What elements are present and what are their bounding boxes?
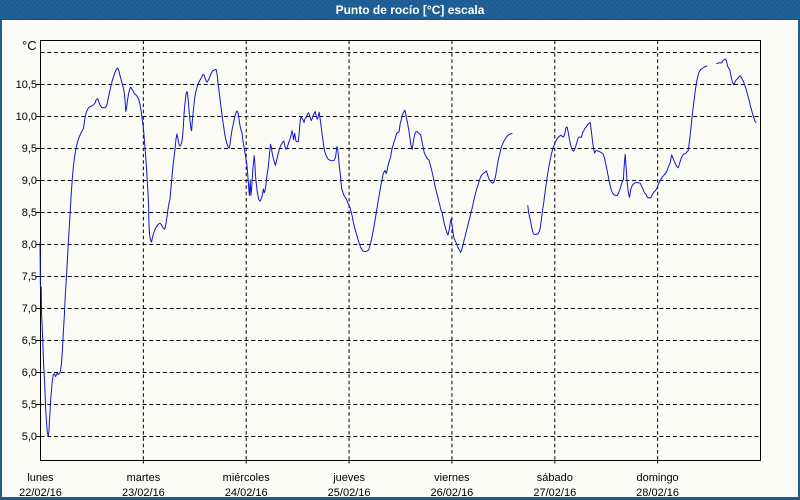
svg-text:25/02/16: 25/02/16 (328, 487, 371, 499)
svg-text:23/02/16: 23/02/16 (122, 487, 165, 499)
svg-text:7,5: 7,5 (22, 271, 37, 283)
svg-text:6,0: 6,0 (22, 367, 37, 379)
svg-text:10,0: 10,0 (16, 111, 37, 123)
svg-text:5,5: 5,5 (22, 399, 37, 411)
svg-text:9,0: 9,0 (22, 175, 37, 187)
svg-text:26/02/16: 26/02/16 (430, 487, 473, 499)
svg-text:27/02/16: 27/02/16 (533, 487, 576, 499)
svg-text:24/02/16: 24/02/16 (225, 487, 268, 499)
svg-text:22/02/16: 22/02/16 (19, 487, 62, 499)
svg-text:domingo: domingo (636, 472, 678, 484)
svg-text:10,5: 10,5 (16, 79, 37, 91)
svg-text:viernes: viernes (434, 472, 470, 484)
svg-text:martes: martes (127, 472, 161, 484)
svg-text:jueves: jueves (332, 472, 365, 484)
svg-text:7,0: 7,0 (22, 303, 37, 315)
svg-text:sábado: sábado (537, 472, 573, 484)
svg-text:8,0: 8,0 (22, 239, 37, 251)
svg-text:miércoles: miércoles (223, 472, 271, 484)
svg-text:8,5: 8,5 (22, 207, 37, 219)
svg-text:5,0: 5,0 (22, 431, 37, 443)
svg-text:28/02/16: 28/02/16 (636, 487, 679, 499)
svg-text:°C: °C (22, 38, 37, 53)
svg-text:9,5: 9,5 (22, 143, 37, 155)
svg-text:6,5: 6,5 (22, 335, 37, 347)
svg-text:lunes: lunes (27, 472, 54, 484)
